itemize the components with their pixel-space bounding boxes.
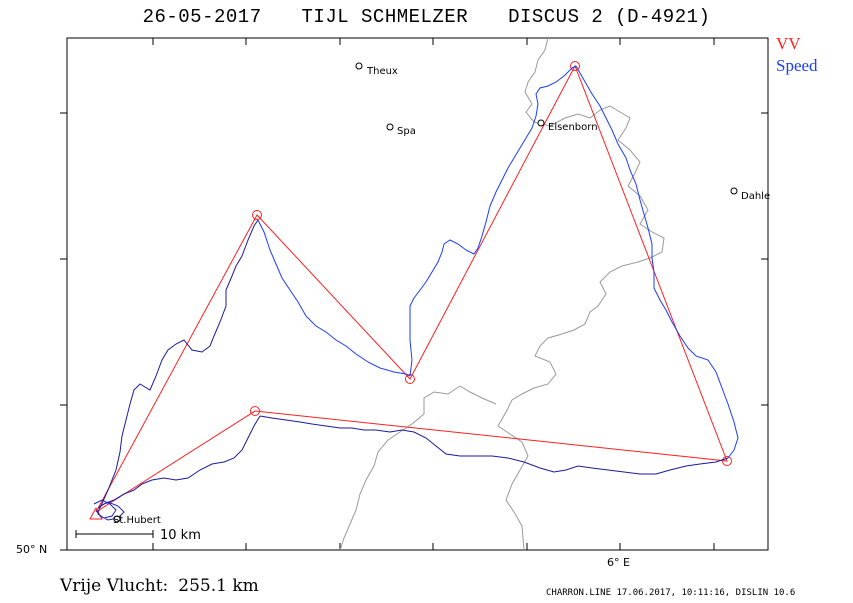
legend-vv: VV bbox=[776, 34, 801, 53]
distance-summary: Vrije Vlucht: 255.1 km bbox=[60, 576, 259, 596]
track-segment-5 bbox=[259, 415, 729, 475]
place-dot-elsenborn bbox=[537, 119, 545, 127]
glider-name: DISCUS 2 (D-4921) bbox=[508, 6, 711, 28]
map-frame bbox=[66, 37, 769, 551]
place-label-elsenborn: Elsenborn bbox=[548, 122, 598, 133]
scale-bar bbox=[75, 530, 154, 538]
turnpoint-4 bbox=[722, 456, 732, 466]
flight-track bbox=[93, 65, 739, 521]
place-label-theux: Theux bbox=[366, 66, 398, 77]
turnpoint-1 bbox=[252, 210, 262, 220]
place-dot-theux bbox=[355, 62, 363, 70]
map-title: 26-05-2017 TIJL SCHMELZER DISCUS 2 (D-49… bbox=[0, 6, 853, 28]
border-west bbox=[339, 385, 461, 551]
frame-ticks bbox=[60, 38, 768, 551]
distance-label: Vrije Vlucht: bbox=[60, 576, 169, 596]
pilot-name: TIJL SCHMELZER bbox=[301, 6, 469, 28]
distance-value: 255.1 km bbox=[178, 576, 259, 596]
track-start-cluster bbox=[93, 499, 125, 521]
track-segment-3 bbox=[409, 65, 577, 377]
scale-label: 10 km bbox=[160, 528, 201, 543]
track-segment-2 bbox=[257, 219, 411, 377]
longitude-label: 6° E bbox=[607, 556, 630, 569]
place-dot-spa bbox=[386, 123, 394, 131]
track-segment-4 bbox=[575, 65, 739, 459]
track-segment-6 bbox=[97, 415, 261, 509]
flight-date: 26-05-2017 bbox=[142, 6, 262, 28]
place-label-sthubert: St.Hubert bbox=[113, 515, 161, 526]
place-markers bbox=[113, 62, 738, 523]
border-north bbox=[497, 37, 665, 551]
place-label-dahlem: Dahle bbox=[741, 191, 770, 202]
place-dot-dahlem bbox=[730, 187, 738, 195]
place-label-spa: Spa bbox=[397, 126, 416, 137]
legend-speed: Speed bbox=[776, 56, 818, 75]
start-triangle bbox=[89, 506, 103, 520]
latitude-label: 50° N bbox=[16, 543, 48, 556]
place-dot-sthubert bbox=[113, 515, 121, 523]
track-segment-1 bbox=[99, 219, 259, 509]
turnpoint-5 bbox=[250, 406, 260, 416]
country-borders bbox=[339, 37, 665, 551]
border-river bbox=[459, 385, 497, 405]
footer-info: CHARRON.LINE 17.06.2017, 10:11:16, DISLI… bbox=[546, 588, 796, 598]
turnpoint-3 bbox=[570, 61, 580, 71]
